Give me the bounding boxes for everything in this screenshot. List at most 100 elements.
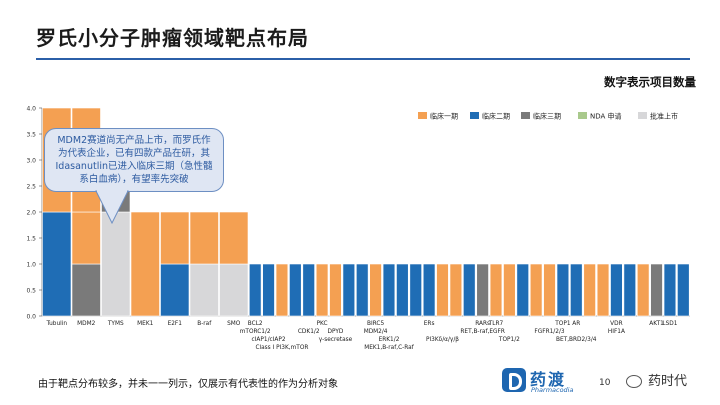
x-tick-label: LSD1	[662, 321, 677, 327]
x-tick-label: B-raf	[197, 321, 212, 327]
wechat-label: 药时代	[648, 374, 688, 389]
bar-segment	[583, 263, 596, 317]
callout-box: MDM2赛道尚无产品上市，而罗氏作为代表企业，已有四款产品在研，其Idasanu…	[44, 128, 224, 192]
wechat-icon	[626, 375, 642, 388]
chart-legend: 临床一期 临床二期 临床三期 NDA 申请 批准上市	[418, 112, 678, 121]
bar-segment	[623, 263, 636, 317]
bar-segment	[160, 263, 190, 317]
x-tick-label: Tubulin	[45, 321, 67, 327]
x-tick-label: VDR	[610, 321, 622, 327]
x-tick-label: MDM2	[77, 321, 95, 327]
x-tick-label: TOP1	[554, 321, 571, 327]
x-tick-label: CDK1/2	[298, 329, 320, 335]
bar-segment	[516, 263, 529, 317]
bar-segment	[160, 211, 190, 265]
bar-segment	[249, 263, 262, 317]
x-tick-label: E2F1	[168, 321, 183, 327]
bar-segment	[503, 263, 516, 317]
x-tick-label: cIAP1/cIAP2	[252, 337, 286, 343]
y-tick-label: 2.0	[26, 210, 36, 217]
logo-mark-icon	[502, 368, 526, 392]
bar-segment	[329, 263, 342, 317]
title-divider	[36, 58, 690, 60]
x-tick-label: TLR7	[488, 321, 504, 327]
bar-segment	[529, 263, 543, 317]
legend-label: 临床一期	[430, 112, 458, 121]
bar-segment	[275, 263, 289, 317]
x-tick-label: PKC	[317, 321, 328, 327]
y-tick-label: 3.0	[26, 158, 36, 165]
x-tick-label: BIRC5	[367, 321, 384, 327]
pharmacodia-logo: 药渡 Pharmacodia	[502, 366, 602, 398]
y-tick-label: 3.5	[26, 132, 36, 139]
page-number: 10	[599, 378, 611, 388]
bar-segment	[130, 211, 160, 317]
bar-segment	[342, 263, 356, 317]
legend-label: NDA 申请	[590, 112, 622, 121]
bar-segment	[556, 263, 570, 317]
y-tick-label: 0.5	[26, 288, 36, 295]
bar-segment	[382, 263, 396, 317]
bar-segment	[543, 263, 556, 317]
bar-segment	[71, 211, 101, 265]
x-tick-label: ERK1/2	[379, 337, 400, 343]
bar-segment	[42, 211, 72, 317]
y-tick-label: 1.0	[26, 262, 36, 269]
x-tick-label: BET,BRD2/3/4	[556, 337, 597, 343]
bar-segment	[101, 211, 131, 317]
y-tick-label: 1.5	[26, 236, 36, 243]
bar-segment	[262, 263, 275, 317]
x-tick-label: FGFR1/2/3	[534, 329, 564, 335]
footnote: 由于靶点分布较多，并未一一列示，仅展示有代表性的作为分析对象	[38, 379, 338, 390]
x-tick-label: AKT1	[649, 321, 664, 327]
x-tick-label: TYMS	[107, 321, 124, 327]
legend-swatch	[578, 112, 587, 119]
bar-segment	[570, 263, 583, 317]
bar-segment	[650, 263, 663, 317]
legend-label: 临床三期	[533, 112, 561, 121]
bar-segment	[449, 263, 463, 317]
legend-swatch	[470, 112, 479, 119]
bar-segment	[219, 263, 249, 317]
x-tick-label: MEK1,B-raf,C-Raf	[364, 345, 414, 351]
logo-english: Pharmacodia	[531, 386, 574, 394]
legend-swatch	[638, 112, 647, 119]
x-tick-label: AR	[572, 321, 580, 327]
x-tick-label: γ-secretase	[319, 337, 353, 343]
x-tick-label: HIF1A	[608, 329, 625, 335]
bar-segment	[189, 263, 219, 317]
bar-segment	[289, 263, 302, 317]
x-tick-label: Class I PI3K,mTOR	[255, 345, 308, 351]
bar-segment	[369, 263, 382, 317]
bar-segment	[463, 263, 476, 317]
bar-segment	[71, 263, 101, 317]
bar-segment	[663, 263, 677, 317]
legend-label: 临床二期	[482, 112, 510, 121]
x-tick-label: SMO	[227, 321, 241, 327]
x-tick-label: MDM2/4	[364, 329, 388, 335]
bar-segment	[677, 263, 690, 317]
x-tick-label: MEK1	[137, 321, 153, 327]
bar-segment	[636, 263, 650, 317]
bar-segment	[596, 263, 610, 317]
y-tick-label: 4.0	[26, 106, 36, 113]
y-tick-label: 0.0	[26, 314, 36, 321]
bar-segment	[302, 263, 315, 317]
bar-segment	[610, 263, 623, 317]
x-tick-label: BCL2	[248, 321, 263, 327]
legend-swatch	[418, 112, 427, 119]
bar-segment	[409, 263, 422, 317]
x-tick-label: RARs	[475, 321, 490, 327]
legend-swatch	[521, 112, 530, 119]
logo-chinese: 药渡	[530, 370, 567, 389]
bar-segment	[436, 263, 449, 317]
x-tick-label: ERs	[424, 321, 435, 327]
x-tick-label: mTORC1/2	[240, 329, 271, 335]
bar-segment	[219, 211, 249, 265]
bar-segment	[422, 263, 436, 317]
x-tick-label: TOP1/2	[498, 337, 520, 343]
x-axis-labels: Tubulin MDM2 TYMS MEK1 E2F1 B-raf SMO BCL2 mTORC…	[45, 321, 677, 351]
chart-subtitle: 数字表示项目数量	[604, 75, 696, 89]
x-tick-label: RET,B-raf,EGFR	[460, 329, 504, 335]
x-tick-label: PI3Kδ/α/γ/β	[426, 337, 459, 343]
